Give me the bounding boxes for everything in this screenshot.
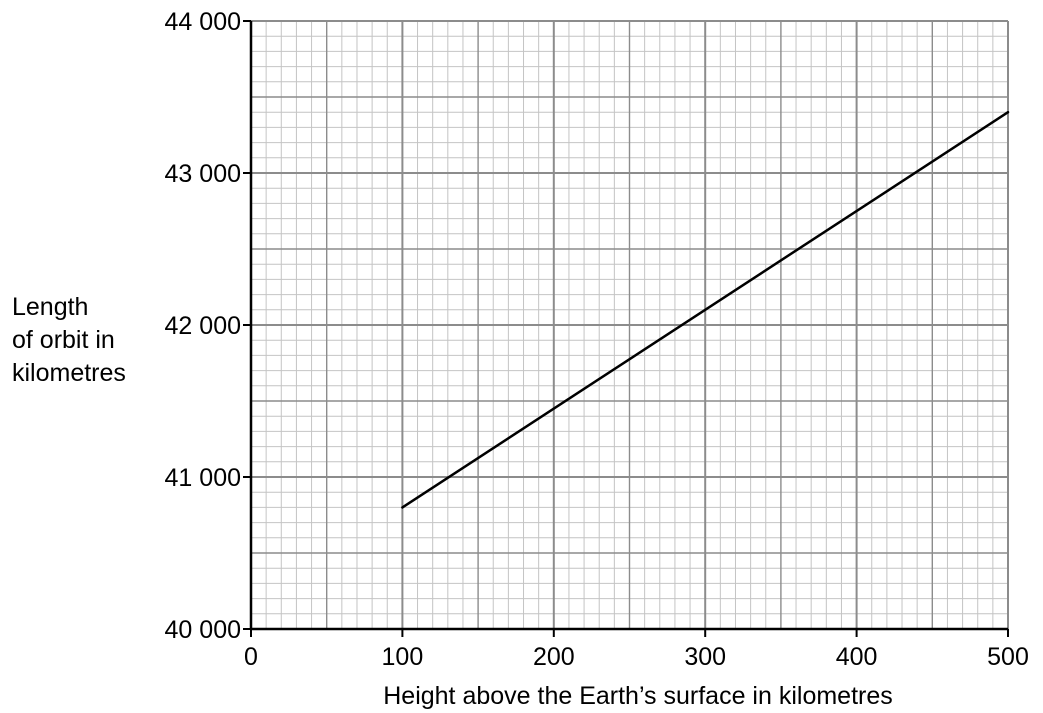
y-axis-label-line-2: of orbit in	[12, 326, 115, 354]
x-tick-label: 500	[987, 643, 1029, 671]
y-tick-label: 42 000	[165, 312, 241, 340]
y-tick-label: 41 000	[165, 464, 241, 492]
series-layer	[401, 110, 1010, 509]
y-axis-label-line-3: kilometres	[12, 359, 126, 387]
y-axis-label-line-1: Length	[12, 293, 89, 321]
x-tick-label: 200	[533, 643, 575, 671]
y-tick-label: 40 000	[165, 616, 241, 644]
x-tick-label: 0	[244, 643, 258, 671]
major-gridlines	[251, 20, 1009, 629]
series-line-1	[401, 110, 1010, 509]
tick-labels: 0 100 200 300 400 500 40 000 41 000 42 000 43 000…	[165, 8, 1029, 671]
y-tick-label: 44 000	[165, 8, 241, 36]
x-axis-label: Height above the Earth’s surface in kilo…	[383, 682, 893, 710]
axes	[243, 20, 1009, 637]
y-tick-label: 43 000	[165, 160, 241, 188]
x-tick-label: 100	[382, 643, 424, 671]
x-tick-label: 300	[684, 643, 726, 671]
x-tick-label: 400	[836, 643, 878, 671]
